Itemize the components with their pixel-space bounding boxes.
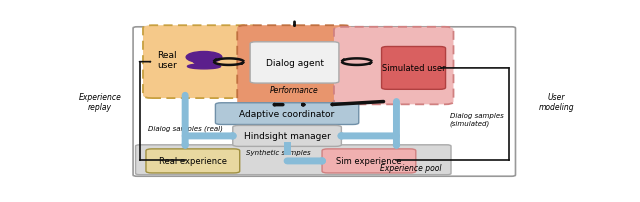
Text: Dialog agent: Dialog agent (266, 59, 323, 68)
Text: Dialog samples (real): Dialog samples (real) (148, 124, 223, 131)
Text: Sim experience: Sim experience (336, 157, 402, 166)
Text: Simulated user: Simulated user (381, 64, 445, 73)
Text: Experience
replay: Experience replay (79, 92, 121, 112)
Text: Real experience: Real experience (159, 157, 227, 166)
FancyBboxPatch shape (237, 26, 352, 108)
Text: Real
user: Real user (157, 50, 177, 70)
FancyBboxPatch shape (146, 149, 240, 173)
FancyBboxPatch shape (136, 145, 451, 175)
FancyBboxPatch shape (250, 43, 339, 84)
Text: User
modeling: User modeling (538, 92, 574, 112)
Text: Synthetic samples: Synthetic samples (246, 149, 310, 155)
Ellipse shape (188, 65, 221, 69)
Text: Dialog samples
(simulated): Dialog samples (simulated) (449, 112, 503, 126)
FancyBboxPatch shape (334, 28, 454, 105)
FancyBboxPatch shape (233, 126, 341, 147)
FancyBboxPatch shape (143, 26, 257, 99)
Text: Adaptive coordinator: Adaptive coordinator (239, 110, 335, 119)
FancyBboxPatch shape (322, 149, 416, 173)
Circle shape (186, 52, 222, 63)
Text: Hindsight manager: Hindsight manager (244, 132, 330, 141)
FancyBboxPatch shape (381, 47, 445, 90)
Text: Experience pool: Experience pool (380, 163, 441, 172)
Ellipse shape (193, 58, 215, 66)
FancyBboxPatch shape (216, 103, 359, 125)
Text: Performance: Performance (270, 86, 319, 95)
